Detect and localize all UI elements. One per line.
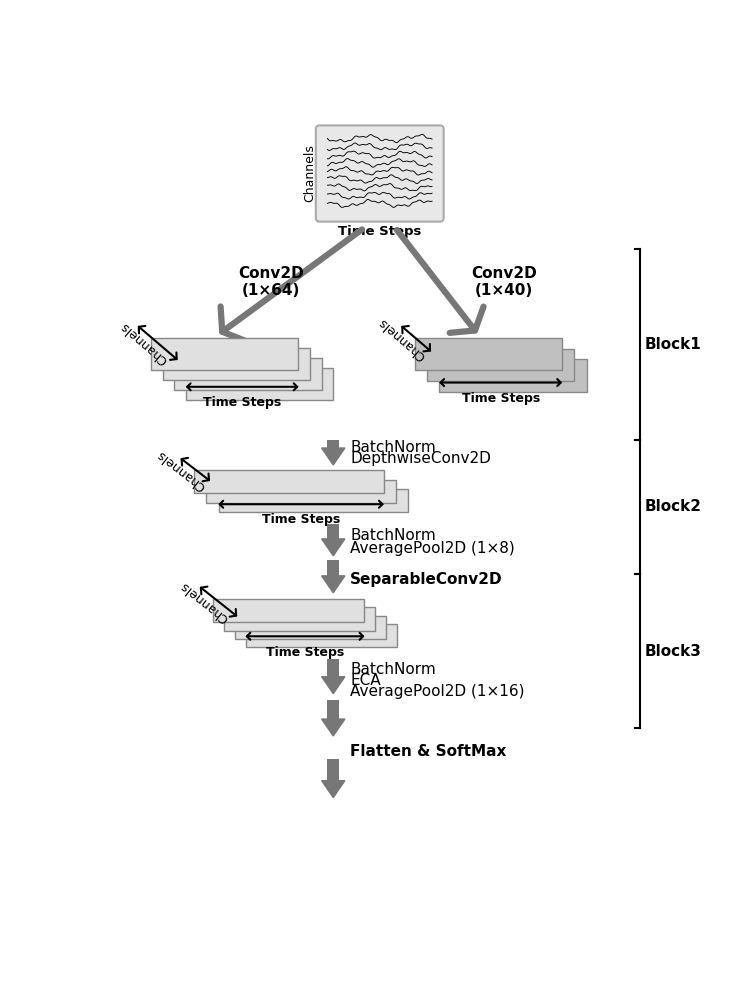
- Text: DepthwiseConv2D: DepthwiseConv2D: [350, 451, 491, 466]
- Polygon shape: [321, 781, 345, 798]
- Bar: [414, 338, 562, 370]
- Text: Channels: Channels: [304, 145, 317, 202]
- Polygon shape: [321, 539, 345, 556]
- Text: BatchNorm: BatchNorm: [350, 528, 436, 543]
- Text: Channels: Channels: [155, 447, 208, 492]
- Bar: [193, 470, 384, 493]
- Polygon shape: [321, 719, 345, 736]
- Text: Channels: Channels: [376, 315, 429, 363]
- Polygon shape: [321, 677, 345, 694]
- Text: BatchNorm: BatchNorm: [350, 662, 436, 677]
- Text: Time Steps: Time Steps: [262, 513, 340, 526]
- Bar: [327, 700, 339, 719]
- Bar: [440, 359, 587, 392]
- Text: Channels: Channels: [178, 579, 231, 625]
- Bar: [151, 338, 298, 370]
- Text: Conv2D
(1×64): Conv2D (1×64): [238, 265, 304, 298]
- Bar: [186, 368, 333, 400]
- Bar: [327, 560, 339, 576]
- Text: Block2: Block2: [645, 499, 702, 514]
- Bar: [427, 349, 574, 381]
- Bar: [213, 599, 365, 622]
- Text: Block3: Block3: [645, 644, 702, 659]
- Bar: [327, 440, 339, 448]
- Bar: [327, 524, 339, 539]
- Bar: [235, 616, 386, 639]
- Text: Time Steps: Time Steps: [461, 392, 540, 405]
- Polygon shape: [321, 576, 345, 593]
- Text: Block1: Block1: [645, 337, 702, 352]
- Bar: [206, 480, 396, 503]
- Bar: [219, 489, 408, 512]
- Bar: [174, 358, 321, 390]
- Text: Channels: Channels: [118, 319, 170, 367]
- Text: AveragePool2D (1×16): AveragePool2D (1×16): [350, 684, 525, 699]
- Text: ECA: ECA: [350, 673, 381, 688]
- Text: Time Steps: Time Steps: [338, 225, 421, 238]
- Text: Time Steps: Time Steps: [203, 396, 281, 409]
- Bar: [327, 759, 339, 781]
- Text: SeparableConv2D: SeparableConv2D: [350, 572, 503, 587]
- Text: Time Steps: Time Steps: [266, 646, 344, 659]
- Text: Flatten & SoftMax: Flatten & SoftMax: [350, 744, 507, 759]
- FancyBboxPatch shape: [315, 125, 443, 222]
- Bar: [163, 348, 310, 380]
- Bar: [327, 659, 339, 677]
- Bar: [246, 624, 397, 647]
- Bar: [224, 607, 375, 631]
- Text: Conv2D
(1×40): Conv2D (1×40): [471, 265, 536, 298]
- Text: BatchNorm: BatchNorm: [350, 440, 436, 455]
- Text: AveragePool2D (1×8): AveragePool2D (1×8): [350, 541, 515, 556]
- Polygon shape: [321, 448, 345, 465]
